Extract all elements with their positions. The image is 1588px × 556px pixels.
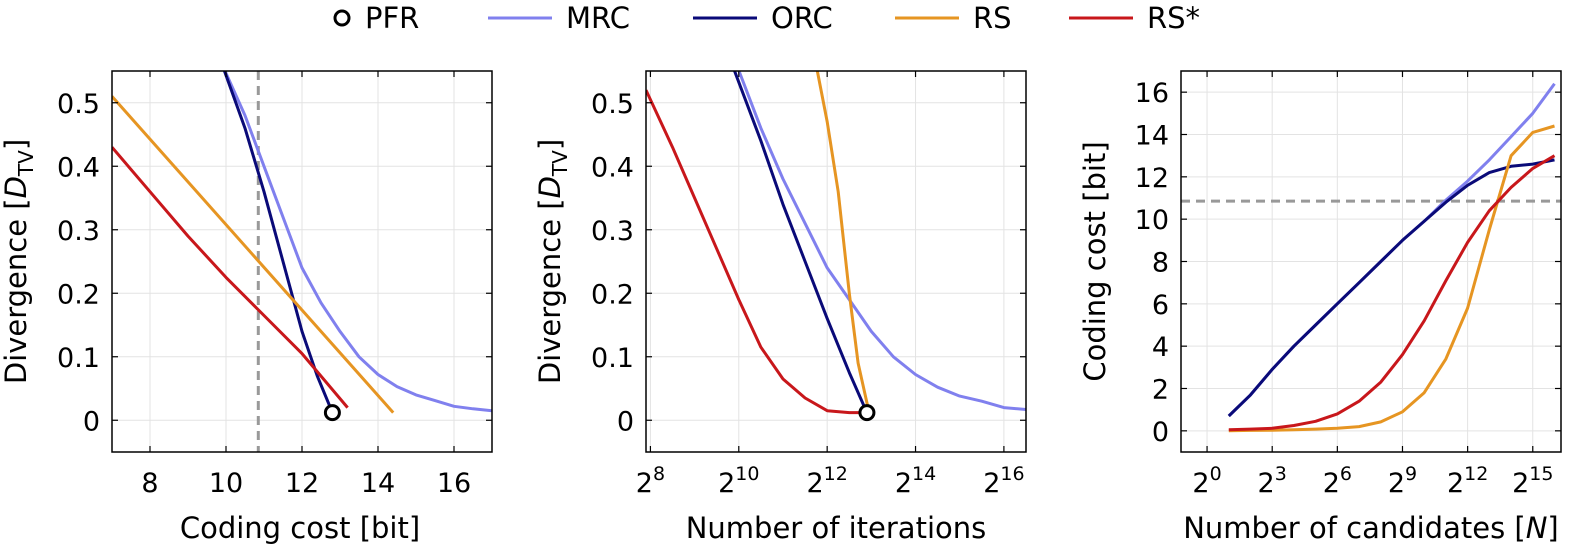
legend-item-rs: RS bbox=[893, 0, 1012, 36]
x-tick-label: 210 bbox=[718, 463, 759, 499]
legend-item-pfr: PFR bbox=[331, 0, 419, 36]
x-axis-label: Coding cost [bit] bbox=[180, 511, 420, 545]
series-line-rs bbox=[815, 71, 871, 413]
y-tick-label: 0.4 bbox=[57, 152, 100, 183]
legend-label-orc: ORC bbox=[771, 1, 833, 35]
x-tick-label: 10 bbox=[209, 468, 243, 499]
x-tick-label: 14 bbox=[361, 468, 395, 499]
y-tick-label: 2 bbox=[1152, 375, 1169, 406]
chart-panel-1: 8 10 12 14 16 0 0.1 0.2 0.3 0.4 0.5 Coding cost [bi… bbox=[0, 70, 493, 545]
series-line-orc bbox=[222, 71, 334, 414]
x-axis-label: Number of iterations bbox=[686, 511, 987, 545]
y-tick-label: 0.2 bbox=[591, 279, 634, 310]
point-pfr bbox=[323, 404, 341, 422]
y-tick-label: 10 bbox=[1135, 205, 1169, 236]
x-tick-label: 212 bbox=[1447, 463, 1488, 499]
series-line-rs-star bbox=[112, 146, 349, 409]
legend-label-rs-star: RS* bbox=[1147, 1, 1201, 35]
series-line-rs-star bbox=[1228, 154, 1556, 432]
y-tick-label: 14 bbox=[1135, 121, 1169, 152]
series-line-mrc bbox=[737, 71, 1026, 411]
series-line-orc bbox=[732, 71, 869, 414]
y-tick-label: 0.1 bbox=[591, 343, 634, 374]
y-axis-label: Divergence [DTV] bbox=[0, 139, 38, 384]
legend-label-pfr: PFR bbox=[365, 1, 420, 35]
series-line-orc bbox=[1227, 158, 1555, 418]
x-tick-label: 16 bbox=[437, 468, 471, 499]
legend-line-rs-star bbox=[1069, 16, 1133, 20]
legend-line-rs bbox=[895, 16, 959, 20]
y-tick-label: 0 bbox=[617, 406, 634, 437]
legend-label-rs: RS bbox=[973, 1, 1012, 35]
x-tick-label: 23 bbox=[1258, 463, 1287, 499]
x-tick-label: 12 bbox=[285, 468, 319, 499]
y-tick-label: 0.3 bbox=[57, 216, 100, 247]
y-tick-label: 8 bbox=[1152, 248, 1169, 279]
legend-item-orc: ORC bbox=[691, 0, 833, 36]
y-tick-label: 6 bbox=[1152, 290, 1169, 321]
y-tick-label: 4 bbox=[1152, 332, 1169, 363]
chart-panel-2: 28 210 212 214 216 0 0.1 0.2 0.3 0.4 0.5 Number of … bbox=[533, 70, 1027, 545]
y-tick-label: 16 bbox=[1135, 78, 1169, 109]
x-tick-label: 20 bbox=[1192, 463, 1221, 499]
x-tick-label: 28 bbox=[636, 463, 665, 499]
y-axis-label: Divergence [DTV] bbox=[533, 139, 572, 384]
x-tick-label: 216 bbox=[983, 463, 1024, 499]
series-line-rs bbox=[112, 95, 395, 414]
legend-item-mrc: MRC bbox=[486, 0, 630, 36]
x-tick-label: 214 bbox=[895, 463, 936, 499]
series-line-rs bbox=[1228, 124, 1555, 433]
y-tick-label: 0 bbox=[83, 406, 100, 437]
legend-label-mrc: MRC bbox=[566, 1, 630, 35]
chart-panel-3: 20 23 26 29 212 215 0 2 4 6 8 10 12 14 16 Number of can… bbox=[1078, 70, 1562, 545]
legend: PFR MRC ORC RS RS* bbox=[0, 0, 1588, 40]
y-tick-label: 0.4 bbox=[591, 152, 634, 183]
x-tick-label: 26 bbox=[1323, 463, 1352, 499]
legend-line-mrc bbox=[488, 16, 552, 20]
y-tick-label: 0.3 bbox=[591, 216, 634, 247]
y-tick-label: 0 bbox=[1152, 417, 1169, 448]
y-tick-label: 0.5 bbox=[591, 89, 634, 120]
y-tick-label: 0.5 bbox=[57, 89, 100, 120]
point-pfr bbox=[858, 404, 876, 422]
y-tick-label: 0.2 bbox=[57, 279, 100, 310]
legend-marker-pfr bbox=[333, 9, 351, 27]
x-tick-label: 29 bbox=[1388, 463, 1417, 499]
x-tick-label: 215 bbox=[1512, 463, 1553, 499]
y-axis-label: Coding cost [bit] bbox=[1078, 141, 1112, 381]
legend-item-rs-star: RS* bbox=[1067, 0, 1200, 36]
series-line-mrc bbox=[223, 71, 492, 413]
series-line-rs-star bbox=[646, 89, 867, 415]
y-tick-label: 12 bbox=[1135, 163, 1169, 194]
y-tick-label: 0.1 bbox=[57, 343, 100, 374]
axes-frame bbox=[645, 70, 1027, 453]
x-axis-label: Number of candidates [N] bbox=[1183, 511, 1559, 545]
x-tick-label: 212 bbox=[806, 463, 847, 499]
x-tick-label: 8 bbox=[141, 468, 158, 499]
legend-line-orc bbox=[693, 16, 757, 20]
